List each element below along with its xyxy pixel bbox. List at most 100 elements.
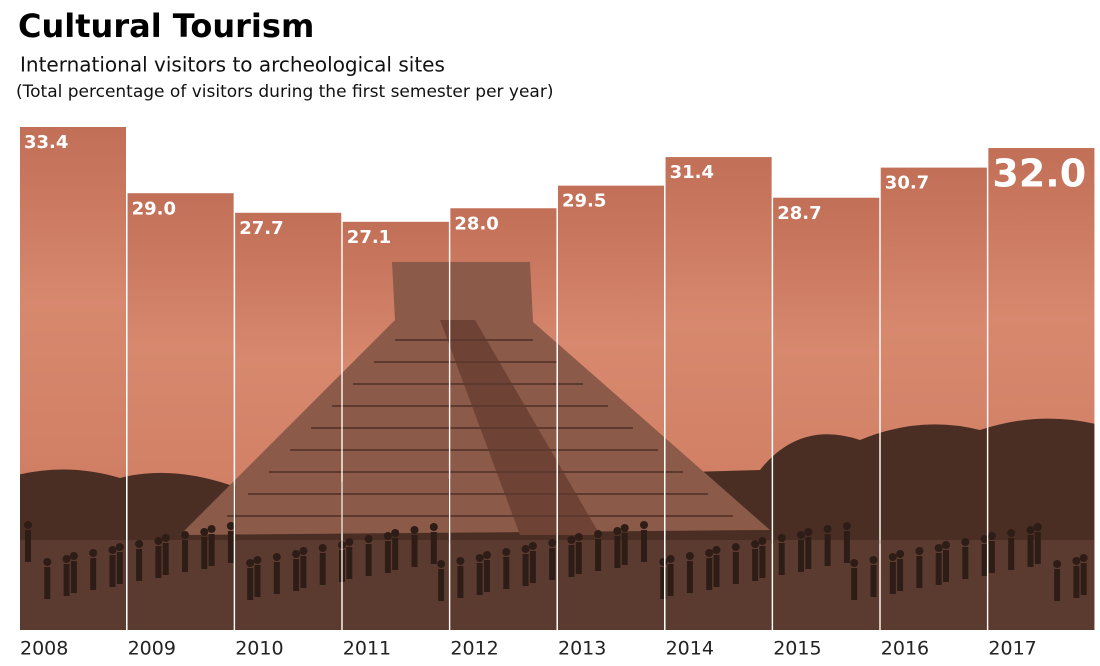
person [136,549,143,581]
person [916,556,923,588]
person [300,556,307,588]
person [247,568,254,600]
person-head [705,549,714,557]
person [155,546,162,578]
chart-subtitle: International visitors to archeological … [20,53,445,77]
person-head [1072,557,1081,565]
person [614,536,621,568]
value-label: 27.1 [347,227,391,248]
person-head [299,547,308,555]
person [805,537,812,569]
person-head [226,522,235,530]
person-head [842,522,851,530]
person [778,543,785,575]
x-tick-label: 2009 [128,638,176,660]
person [430,532,437,564]
value-label: 30.7 [885,173,929,194]
person-head [666,555,675,563]
person [63,564,70,596]
person-head [751,540,760,548]
person [752,549,759,581]
person-head [62,555,71,563]
person-head [521,545,530,553]
person [162,543,169,575]
person [889,562,896,594]
person-head [246,559,255,567]
person-head [804,528,813,536]
photo-scene [20,262,1095,630]
person-head [475,554,484,562]
person [484,560,490,592]
person-head [869,556,878,564]
person [457,566,464,598]
person [346,547,353,579]
x-tick-label: 2011 [343,638,391,660]
person-head [613,527,622,535]
person-head [200,528,209,536]
person [227,531,234,563]
person [1080,563,1087,595]
person-head [685,552,694,560]
person-head [391,529,400,537]
person [575,542,582,574]
person [384,541,391,573]
person-head [69,552,78,560]
person-head [161,534,170,542]
person [529,551,536,583]
person [897,559,904,591]
person [732,552,739,584]
value-label: 31.4 [670,162,714,183]
person [759,546,766,578]
person [595,539,602,571]
person-head [594,530,603,538]
person [273,562,280,594]
person-head [24,521,32,529]
person-head [620,524,629,532]
person [476,563,483,595]
person-head [758,537,767,545]
person [843,531,850,563]
person [90,558,97,590]
person-head [338,541,346,549]
person-head [272,553,281,561]
person [988,541,995,573]
value-label: 32.0 [992,152,1086,196]
person-head [1033,523,1042,531]
person [943,550,949,582]
x-tick-label: 2012 [450,638,498,660]
person-head [1053,560,1062,568]
person [392,538,399,570]
person-head [640,521,648,529]
person [109,555,116,587]
person [686,561,693,593]
x-tick-label: 2014 [666,638,714,660]
person-head [292,550,301,558]
person [1008,538,1015,570]
person-head [915,547,924,555]
person [706,558,713,590]
person [870,565,877,597]
person [851,568,858,600]
person [365,544,372,576]
person-head [823,525,832,533]
x-tick-label: 2013 [558,638,606,660]
x-tick-label: 2017 [988,638,1036,660]
person-head [659,558,668,566]
person-head [567,536,576,544]
value-label: 28.0 [454,213,498,234]
person-head [1007,529,1016,537]
person-head [712,546,721,554]
person-head [1079,554,1088,562]
person [182,540,188,572]
person [339,550,345,582]
person [1027,535,1034,567]
chart-title: Cultural Tourism [18,7,314,45]
person-head [456,557,465,565]
person [981,544,988,576]
person-head [207,525,216,533]
person [411,535,418,567]
person-head [437,560,446,568]
value-label: 29.0 [132,198,176,219]
person-head [89,549,98,557]
